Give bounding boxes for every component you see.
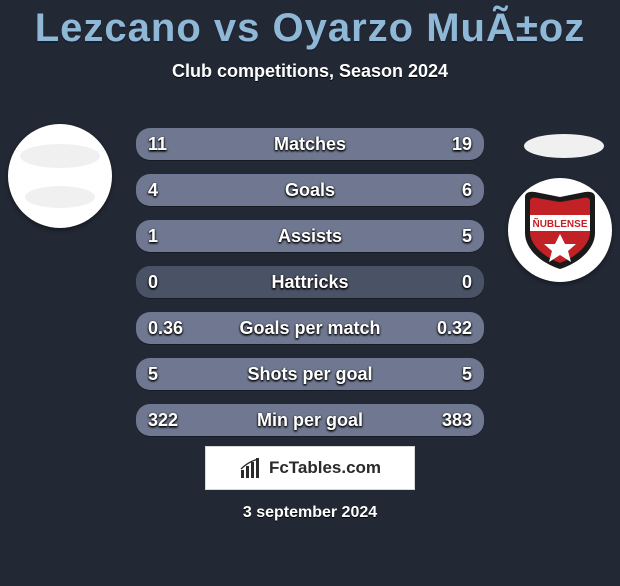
team-right-badge: ÑUBLENSE	[508, 178, 612, 282]
brand-card[interactable]: FcTables.com	[205, 446, 415, 490]
stats-panel: 1119Matches 46Goals 15Assists 00Hattricks 0.…	[136, 128, 484, 450]
nublense-shield-icon: ÑUBLENSE	[521, 189, 599, 271]
team-right-placeholder-top	[524, 134, 604, 158]
stat-row: 46Goals	[136, 174, 484, 206]
stat-label: Shots per goal	[136, 358, 484, 390]
stat-row: 322383Min per goal	[136, 404, 484, 436]
chart-bar-icon	[239, 456, 263, 480]
stat-row: 15Assists	[136, 220, 484, 252]
footer-date: 3 september 2024	[0, 504, 620, 522]
stat-row: 55Shots per goal	[136, 358, 484, 390]
shield-team-name: ÑUBLENSE	[532, 217, 587, 230]
stat-row: 00Hattricks	[136, 266, 484, 298]
stat-label: Hattricks	[136, 266, 484, 298]
brand-label: FcTables.com	[269, 458, 381, 478]
stat-label: Goals per match	[136, 312, 484, 344]
comparison-title: Lezcano vs Oyarzo MuÃ±oz	[0, 6, 620, 51]
stat-label: Min per goal	[136, 404, 484, 436]
comparison-subtitle: Club competitions, Season 2024	[0, 61, 620, 82]
stat-label: Assists	[136, 220, 484, 252]
team-left-badge	[8, 124, 112, 228]
stat-label: Goals	[136, 174, 484, 206]
stat-row: 1119Matches	[136, 128, 484, 160]
stat-label: Matches	[136, 128, 484, 160]
team-left-placeholder-1	[20, 144, 100, 168]
team-left-placeholder-2	[25, 186, 95, 208]
stat-row: 0.360.32Goals per match	[136, 312, 484, 344]
